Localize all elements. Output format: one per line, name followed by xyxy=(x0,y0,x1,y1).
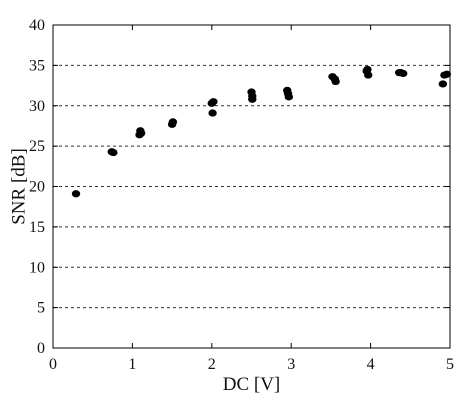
data-point xyxy=(71,190,81,198)
y-tick-label: 25 xyxy=(29,138,45,155)
data-points xyxy=(71,65,452,198)
grid-lines xyxy=(53,64,450,309)
x-tick-label: 4 xyxy=(367,356,375,373)
data-point xyxy=(438,80,448,88)
y-tick-label: 5 xyxy=(37,300,45,317)
y-tick-label: 20 xyxy=(29,179,45,196)
x-tick-label: 1 xyxy=(128,356,136,373)
data-point xyxy=(208,109,217,117)
x-tick-label: 2 xyxy=(208,356,216,373)
y-tick-label: 0 xyxy=(37,340,45,357)
y-tick-label: 40 xyxy=(29,17,45,34)
data-point xyxy=(284,93,294,101)
x-axis-label: DC [V] xyxy=(223,374,281,395)
data-point xyxy=(136,129,146,137)
data-point xyxy=(168,118,178,126)
y-axis-label: SNR [dB] xyxy=(8,148,29,225)
y-tick-label: 10 xyxy=(29,259,45,276)
x-tick-label: 3 xyxy=(287,356,295,373)
y-tick-label: 30 xyxy=(29,98,45,115)
data-point xyxy=(331,77,340,86)
axis-ticks: 0 5 10 15 20 25 30 35 40 0 1 2 3 4 5 xyxy=(29,17,454,373)
data-point xyxy=(398,69,408,78)
data-point xyxy=(209,98,218,106)
data-point xyxy=(364,71,373,79)
data-point xyxy=(442,70,452,78)
data-point xyxy=(248,95,257,103)
y-tick-label: 35 xyxy=(29,57,45,74)
data-point xyxy=(363,65,372,74)
data-point xyxy=(109,148,118,157)
x-tick-label: 0 xyxy=(49,356,57,373)
x-tick-label: 5 xyxy=(446,356,454,373)
y-tick-label: 15 xyxy=(29,219,45,236)
